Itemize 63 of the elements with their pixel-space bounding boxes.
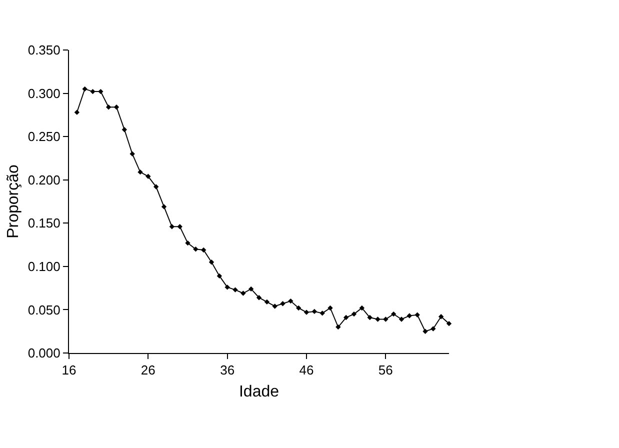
point bbox=[383, 316, 388, 322]
point bbox=[272, 304, 278, 309]
point bbox=[406, 313, 412, 318]
y-tick-label: 0.100 bbox=[28, 258, 60, 274]
point bbox=[185, 240, 190, 246]
point bbox=[161, 204, 167, 210]
point bbox=[193, 246, 198, 252]
point bbox=[169, 224, 175, 230]
point bbox=[90, 88, 96, 94]
point bbox=[74, 110, 80, 115]
point bbox=[304, 310, 310, 315]
point bbox=[82, 86, 88, 92]
point bbox=[232, 287, 238, 292]
point bbox=[280, 301, 286, 306]
point bbox=[414, 312, 420, 318]
y-tick-label: 0.050 bbox=[28, 302, 60, 318]
point bbox=[430, 326, 436, 332]
point bbox=[264, 299, 270, 305]
point bbox=[200, 247, 206, 253]
point bbox=[122, 127, 128, 132]
point bbox=[398, 316, 404, 322]
point bbox=[248, 286, 254, 292]
point bbox=[208, 260, 214, 265]
point bbox=[153, 184, 159, 190]
point bbox=[146, 174, 151, 179]
y-tick-label: 0.200 bbox=[28, 172, 60, 188]
x-tick-label: 36 bbox=[220, 362, 235, 378]
x-tick-label: 26 bbox=[140, 362, 156, 378]
point bbox=[367, 314, 372, 320]
y-tick-label: 0.300 bbox=[28, 86, 60, 101]
point bbox=[328, 305, 333, 311]
point bbox=[359, 305, 365, 311]
point bbox=[446, 320, 452, 326]
x-axis-title: Idade bbox=[238, 383, 280, 400]
point bbox=[138, 169, 143, 175]
point bbox=[375, 316, 380, 322]
point bbox=[114, 104, 120, 110]
y-tick-label: 0.150 bbox=[28, 216, 60, 231]
y-tick-label: 0.350 bbox=[28, 42, 60, 58]
point bbox=[177, 224, 182, 230]
point bbox=[336, 324, 341, 330]
point bbox=[343, 314, 349, 320]
x-tick-label: 46 bbox=[299, 362, 314, 378]
point bbox=[98, 88, 104, 94]
y-tick-label: 0.250 bbox=[28, 129, 60, 144]
point bbox=[320, 310, 325, 316]
point bbox=[256, 294, 262, 300]
point bbox=[390, 311, 396, 317]
point bbox=[296, 305, 302, 311]
point bbox=[288, 298, 294, 304]
point bbox=[130, 151, 135, 156]
y-axis-title: Proporção bbox=[4, 164, 22, 238]
point bbox=[216, 273, 222, 279]
x-tick-label: 56 bbox=[378, 362, 393, 378]
point bbox=[224, 284, 230, 290]
point bbox=[438, 314, 444, 320]
point bbox=[240, 290, 246, 296]
point bbox=[351, 311, 357, 317]
x-tick-label: 16 bbox=[62, 362, 76, 378]
point bbox=[312, 308, 318, 314]
point bbox=[422, 328, 428, 334]
point bbox=[106, 104, 112, 110]
y-tick-label: 0.000 bbox=[28, 346, 60, 361]
